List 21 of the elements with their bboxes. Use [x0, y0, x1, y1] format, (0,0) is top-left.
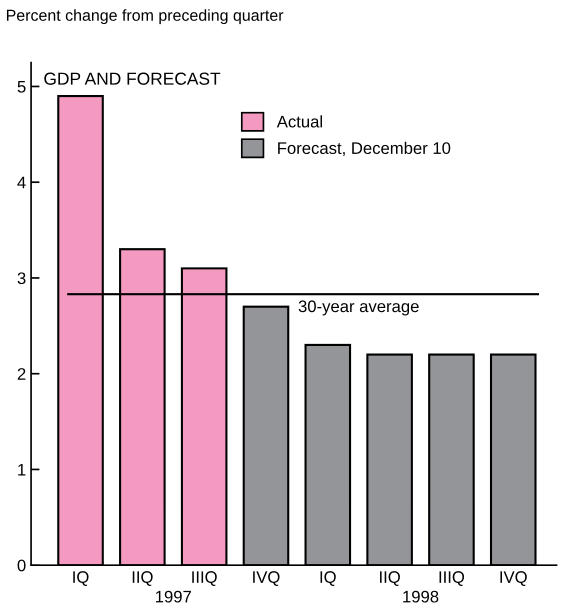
y-tick-label: 1 — [18, 464, 26, 476]
y-tick-label: 5 — [18, 81, 26, 93]
x-tick-label: IQ — [73, 571, 89, 586]
legend-label: Forecast, December 10 — [278, 142, 450, 156]
x-tick-label: IIQ — [132, 571, 153, 586]
x-tick-label: IIIQ — [440, 571, 464, 586]
x-tick-label: IIIQ — [192, 571, 217, 586]
x-tick-label: IVQ — [500, 571, 527, 586]
x-tick-label: IIQ — [380, 571, 400, 586]
y-axis-title: Percent change from preceding quarter — [6, 9, 284, 24]
x-tick-label: IVQ — [253, 571, 280, 586]
x-tick-label: IQ — [320, 571, 336, 586]
text: 1998 — [403, 590, 438, 603]
y-tick-label: 2 — [18, 368, 26, 380]
ref-line-label: 30-year average — [298, 300, 419, 316]
text: 1997 — [156, 590, 191, 603]
chart-title: GDP AND FORECAST — [44, 72, 220, 85]
y-tick-label: 4 — [17, 176, 26, 188]
legend-label: Actual — [276, 115, 322, 128]
y-tick-label: 3 — [18, 272, 26, 284]
y-tick-label: 0 — [18, 560, 26, 572]
